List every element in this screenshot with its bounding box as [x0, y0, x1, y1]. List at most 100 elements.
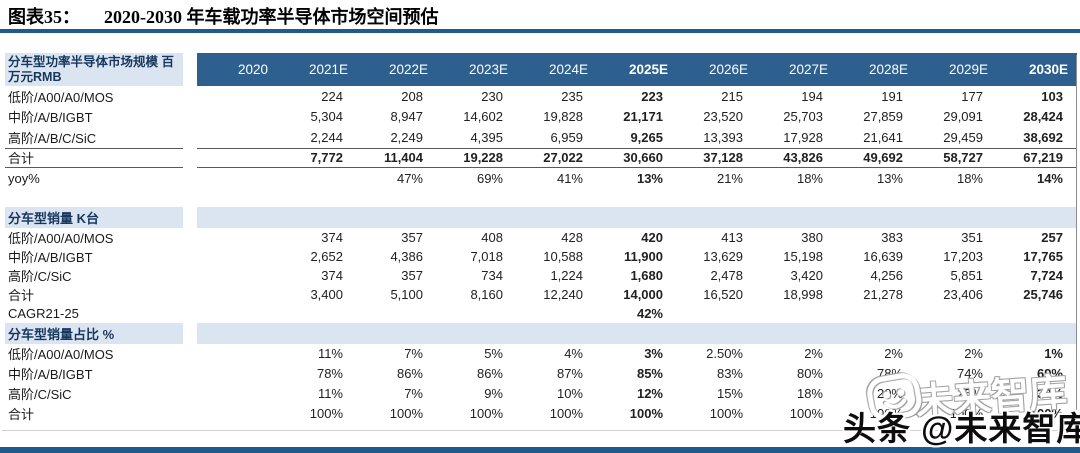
- section-header-row: 分车型销量 K台: [5, 206, 1077, 228]
- table-cell: 1%: [1044, 346, 1063, 361]
- table-cell: 5%: [484, 346, 503, 361]
- table-cell: 47%: [396, 170, 423, 186]
- section-header-row: 分车型销量占比 %: [5, 322, 1077, 344]
- table-row: 合计 7,772 11,404 19,228 27,022 30,660 37,128 43,…: [5, 147, 1077, 168]
- table-cell: 100%: [949, 406, 983, 421]
- table-cell: 2,244: [310, 129, 343, 145]
- table-cell: 23,520: [703, 109, 743, 125]
- table-cell: 58,727: [943, 150, 983, 166]
- table-cell: 21%: [716, 170, 743, 186]
- table-cell: 357: [401, 267, 423, 283]
- section-title: 分车型销量占比 %: [5, 322, 183, 344]
- table-cell: 28,424: [1023, 109, 1063, 125]
- table-cell: 25%: [956, 386, 983, 401]
- table-cell: 69%: [1036, 366, 1063, 381]
- table-cell: 235: [561, 88, 583, 104]
- table-cell: 208: [401, 88, 423, 104]
- table-cell: 49,692: [863, 150, 903, 166]
- table-cell: 257: [1041, 229, 1063, 245]
- table-cell: 2%: [964, 346, 983, 361]
- table-cell: 734: [481, 267, 503, 283]
- table-row: 低阶/A00/A0/MOS 11% 7% 5% 4% 3% 2.50% 2% 2% 2% 1%: [5, 344, 1077, 364]
- table-cell: 30%: [1036, 386, 1063, 401]
- table-cell: 37,128: [703, 150, 743, 166]
- table-cell: 1,680: [630, 267, 663, 283]
- row-cells: 374 357 408 428 420 413 380 383 351 257: [197, 228, 1077, 247]
- table-cell: 2.50%: [706, 346, 743, 361]
- table-cell: 41%: [556, 170, 583, 186]
- table-cell: 4,395: [470, 129, 503, 145]
- table-cell: 25,703: [783, 109, 823, 125]
- table-cell: 420: [641, 229, 663, 245]
- figure-title: 图表35： 2020-2030 年车载功率半导体市场空间预估: [8, 3, 439, 29]
- table-cell: 74%: [956, 366, 983, 381]
- table-cell: 224: [321, 88, 343, 104]
- table-cell: 18%: [796, 386, 823, 401]
- table-cell: 3,400: [310, 286, 343, 302]
- title-rule: [0, 29, 1080, 33]
- table-row: 低阶/A00/A0/MOS 224 208 230 235 223 215 194 191 177…: [5, 86, 1077, 107]
- table-cell: 5,100: [390, 286, 423, 302]
- table-cell: 86%: [396, 366, 423, 381]
- table-cell: 100%: [629, 406, 663, 421]
- table-section: 分车型销量 K台 低阶/A00/A0/MOS 374 357 408 428 420 413 3…: [5, 206, 1077, 323]
- row-label: 中阶/A/B/IGBT: [8, 367, 93, 382]
- table-cell: 23,406: [943, 286, 983, 302]
- table-cell: 428: [561, 229, 583, 245]
- figure-caption: 2020-2030 年车载功率半导体市场空间预估: [104, 7, 439, 27]
- table-cell: 14,602: [463, 109, 503, 125]
- table-cell: 374: [321, 229, 343, 245]
- year-header-band: 2020 2021E 2022E 2023E 2024E 2025E 2026E 2027E 2…: [197, 53, 1077, 86]
- table-cell: 380: [801, 229, 823, 245]
- table-cell: 85%: [636, 366, 663, 381]
- row-cells: 3,400 5,100 8,160 12,240 14,000 16,520 18,998 2…: [197, 285, 1077, 304]
- table-section: 分车型销量占比 % 低阶/A00/A0/MOS 11% 7% 5% 4% 3% 2.50% 2%…: [5, 322, 1077, 424]
- table-right-border: [1076, 55, 1077, 439]
- table-row: 高阶/C/SiC 11% 7% 9% 10% 12% 15% 18% 20% 25% 30%: [5, 384, 1077, 404]
- row-cells: 11% 7% 9% 10% 12% 15% 18% 20% 25% 30%: [197, 384, 1077, 404]
- year-header-cell: 2027E: [788, 62, 828, 77]
- table-cell: 80%: [796, 366, 823, 381]
- table-cell: 3%: [644, 346, 663, 361]
- table-cell: 4%: [564, 346, 583, 361]
- table-row: 中阶/A/B/IGBT 5,304 8,947 14,602 19,828 21,171 2…: [5, 107, 1077, 128]
- table-cell: 12%: [636, 386, 663, 401]
- table-cell: 3,420: [790, 267, 823, 283]
- table-cell: 7%: [404, 346, 423, 361]
- row-label: 合计: [8, 287, 35, 303]
- table-cell: 78%: [316, 366, 343, 381]
- row-label: 合计: [5, 147, 183, 168]
- table-cell: 2,652: [310, 248, 343, 264]
- year-header-cell: 2030E: [1028, 62, 1068, 77]
- table-cell: 13,629: [703, 248, 743, 264]
- table-cell: 13%: [876, 170, 903, 186]
- year-header-cell: 2022E: [388, 62, 428, 77]
- row-cells: 7,772 11,404 19,228 27,022 30,660 37,128 43,82…: [197, 147, 1077, 168]
- table-cell: 17,928: [783, 129, 823, 145]
- table-cell: 16,639: [863, 248, 903, 264]
- table-row: 中阶/A/B/IGBT 2,652 4,386 7,018 10,588 11,900 13…: [5, 247, 1077, 266]
- figure-number-label: 图表35：: [8, 7, 80, 27]
- table-cell: 42%: [636, 305, 663, 321]
- row-label: 合计: [8, 407, 35, 422]
- table-cell: 11%: [317, 386, 343, 401]
- year-header-cell: 2026E: [708, 62, 748, 77]
- table-cell: 5,304: [310, 109, 343, 125]
- table-section: 低阶/A00/A0/MOS 224 208 230 235 223 215 194 191 177…: [5, 86, 1077, 207]
- table-cell: 8,160: [470, 286, 503, 302]
- table-cell: 194: [801, 88, 823, 104]
- table-cell: 351: [961, 229, 983, 245]
- table-cell: 15,198: [783, 248, 823, 264]
- table-cell: 4,386: [390, 248, 423, 264]
- table-cell: 374: [321, 267, 343, 283]
- table-cell: 223: [641, 88, 663, 104]
- table-row: 合计 3,400 5,100 8,160 12,240 14,000 16,520 18,99…: [5, 285, 1077, 304]
- table-cell: 100%: [1029, 406, 1063, 421]
- table-cell: 7,018: [470, 248, 503, 264]
- row-cells: 5,304 8,947 14,602 19,828 21,171 23,520 25,703…: [197, 107, 1077, 128]
- table-cell: 18,998: [783, 286, 823, 302]
- table-cell: 7,724: [1030, 267, 1063, 283]
- table-cell: 2%: [804, 346, 823, 361]
- table-cell: 215: [721, 88, 743, 104]
